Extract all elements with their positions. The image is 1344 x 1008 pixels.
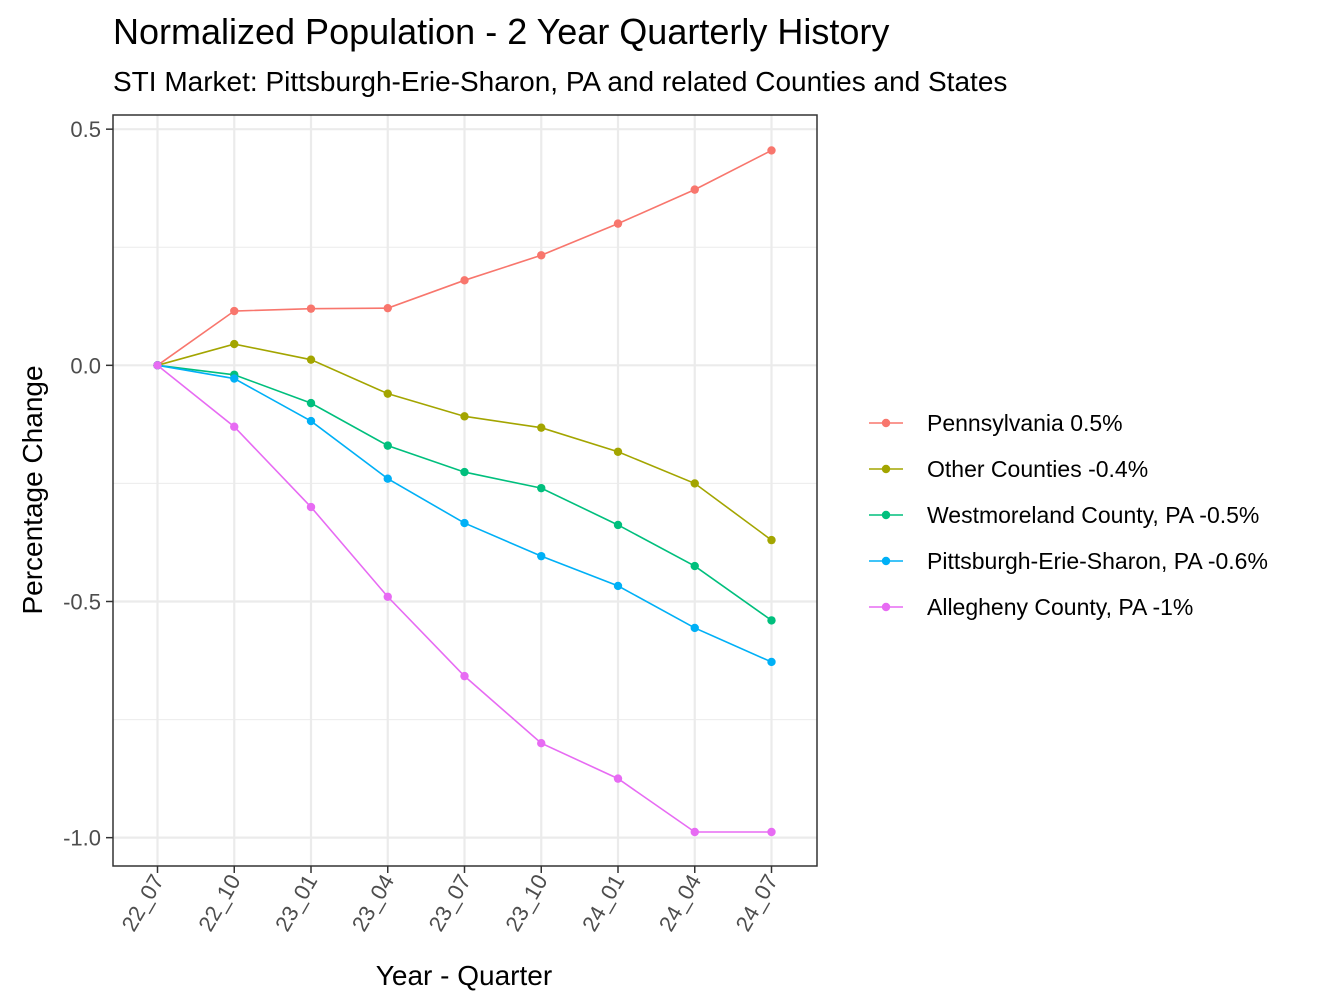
legend-key-point-pennsylvania-0-5	[881, 418, 891, 428]
data-point-westmoreland-county-pa-0-5	[690, 561, 699, 571]
data-point-allegheny-county-pa-1	[230, 422, 239, 431]
data-point-allegheny-county-pa-1	[383, 592, 392, 601]
data-point-pennsylvania-0-5	[767, 146, 776, 155]
data-point-pittsburgh-erie-sharon-pa-0-6	[690, 623, 699, 633]
series-lines	[153, 146, 776, 837]
y-axis-label: Percentage Change	[17, 365, 48, 614]
grid	[113, 115, 817, 866]
data-point-pittsburgh-erie-sharon-pa-0-6	[767, 657, 776, 667]
data-point-westmoreland-county-pa-0-5	[537, 483, 546, 493]
data-point-pittsburgh-erie-sharon-pa-0-6	[230, 374, 239, 383]
data-point-other-counties-0-4	[613, 447, 623, 456]
legend: Pennsylvania 0.5% Other Counties -0.4% Wes…	[869, 410, 1268, 620]
x-tick-label: 23_01	[270, 870, 322, 935]
data-point-other-counties-0-4	[537, 423, 546, 432]
legend-label: Other Counties -0.4%	[927, 456, 1148, 482]
x-tick-label: 22_10	[193, 870, 245, 935]
legend-label: Pittsburgh-Erie-Sharon, PA -0.6%	[927, 548, 1268, 574]
data-point-pennsylvania-0-5	[306, 304, 316, 313]
data-point-westmoreland-county-pa-0-5	[613, 520, 623, 530]
data-point-westmoreland-county-pa-0-5	[306, 398, 316, 408]
chart-title: Normalized Population - 2 Year Quarterly…	[113, 11, 889, 52]
data-point-pittsburgh-erie-sharon-pa-0-6	[460, 518, 469, 528]
legend-label: Westmoreland County, PA -0.5%	[927, 502, 1259, 528]
legend-label: Pennsylvania 0.5%	[927, 410, 1123, 436]
y-tick-label: -1.0	[63, 826, 101, 851]
data-point-pennsylvania-0-5	[230, 306, 239, 316]
data-point-allegheny-county-pa-1	[306, 502, 316, 512]
data-point-other-counties-0-4	[306, 355, 316, 364]
data-point-westmoreland-county-pa-0-5	[383, 441, 392, 450]
data-point-other-counties-0-4	[767, 535, 776, 545]
data-point-allegheny-county-pa-1	[460, 671, 469, 681]
x-tick-label: 23_10	[500, 870, 552, 935]
x-axis-label: Year - Quarter	[376, 960, 552, 991]
data-point-pennsylvania-0-5	[690, 185, 699, 194]
y-tick-label: 0.5	[70, 117, 101, 142]
x-tick-label: 23_04	[347, 870, 399, 935]
x-tick-label: 23_07	[424, 870, 476, 935]
data-point-other-counties-0-4	[690, 479, 699, 488]
y-tick-label: 0.0	[70, 353, 101, 378]
data-point-other-counties-0-4	[383, 389, 392, 398]
data-point-allegheny-county-pa-1	[613, 774, 623, 783]
data-point-pennsylvania-0-5	[537, 251, 546, 260]
data-point-pittsburgh-erie-sharon-pa-0-6	[306, 416, 316, 426]
legend-key-point-allegheny-county-pa-1	[881, 602, 891, 612]
data-point-other-counties-0-4	[460, 412, 469, 421]
chart-subtitle: STI Market: Pittsburgh-Erie-Sharon, PA a…	[113, 66, 1007, 97]
x-tick-label: 24_04	[654, 870, 706, 935]
data-point-pittsburgh-erie-sharon-pa-0-6	[613, 581, 623, 591]
data-point-allegheny-county-pa-1	[767, 827, 776, 837]
data-point-pennsylvania-0-5	[613, 219, 623, 228]
data-point-allegheny-county-pa-1	[690, 827, 699, 837]
data-point-westmoreland-county-pa-0-5	[767, 616, 776, 625]
data-point-pennsylvania-0-5	[383, 303, 392, 313]
x-tick-label: 24_07	[731, 870, 783, 935]
data-point-allegheny-county-pa-1	[153, 361, 162, 370]
y-tick-label: -0.5	[63, 589, 101, 614]
data-point-pennsylvania-0-5	[460, 276, 469, 285]
legend-label: Allegheny County, PA -1%	[927, 594, 1193, 620]
data-point-pittsburgh-erie-sharon-pa-0-6	[537, 551, 546, 561]
data-point-allegheny-county-pa-1	[537, 738, 546, 748]
data-point-pittsburgh-erie-sharon-pa-0-6	[383, 474, 392, 483]
legend-key-point-other-counties-0-4	[881, 464, 891, 474]
x-tick-label: 24_01	[577, 870, 629, 935]
data-point-other-counties-0-4	[230, 339, 239, 349]
legend-key-point-pittsburgh-erie-sharon-pa-0-6	[881, 556, 891, 566]
data-point-westmoreland-county-pa-0-5	[460, 467, 469, 477]
x-tick-label: 22_07	[117, 870, 169, 935]
legend-key-point-westmoreland-county-pa-0-5	[881, 510, 891, 520]
